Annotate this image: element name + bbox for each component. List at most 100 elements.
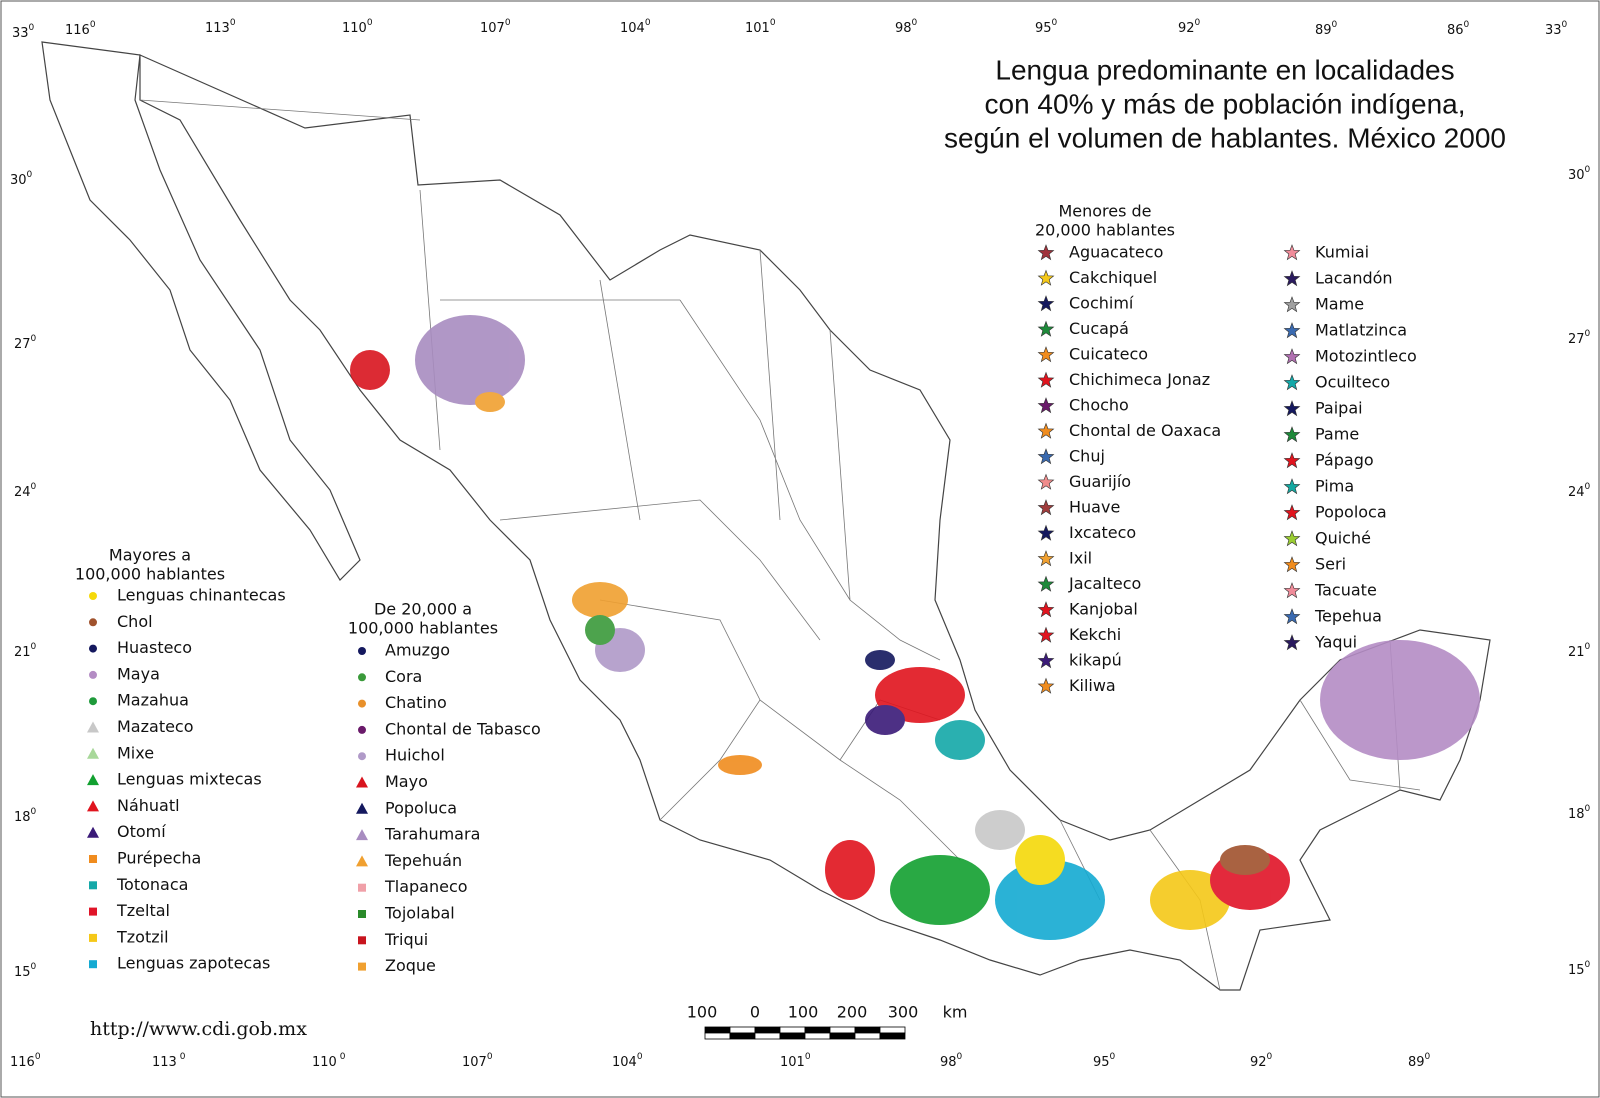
legend-label: Ocuilteco [1315, 373, 1390, 392]
legend-marker [87, 800, 99, 812]
coordinate-degree: 0 [177, 1052, 186, 1062]
scale-segment [704, 1026, 731, 1034]
legend-marker [1283, 556, 1301, 573]
coordinate-value: 27 [1568, 332, 1585, 347]
legend-marker [1283, 296, 1301, 313]
legend-label: Lenguas mixtecas [117, 770, 262, 789]
coordinate-degree: 0 [1267, 1052, 1273, 1062]
coordinate-degree: 0 [31, 962, 37, 972]
legend-marker [89, 855, 97, 863]
legend-marker [358, 725, 366, 734]
legend-label: Chol [117, 612, 153, 631]
legend-marker [1283, 244, 1301, 261]
legend-marker [87, 826, 99, 838]
legend-marker [1037, 550, 1055, 567]
coordinate-label: 1070 [462, 1052, 493, 1070]
coordinate-label: 240 [14, 482, 37, 500]
coordinate-value: 15 [14, 965, 31, 980]
scale-label: 300 [888, 1003, 919, 1022]
scale-segment [704, 1032, 731, 1040]
legend-label: Aguacateco [1069, 243, 1163, 262]
legend-label: Chuj [1069, 447, 1105, 466]
coordinate-label: 1040 [612, 1052, 643, 1070]
legend-marker [1283, 348, 1301, 365]
scale-segment [879, 1032, 906, 1040]
legend-marker [1037, 397, 1055, 414]
legend-marker [1283, 530, 1301, 547]
coordinate-label: 1070 [480, 18, 511, 36]
coordinate-degree: 0 [1195, 18, 1201, 28]
legend-marker [358, 673, 366, 682]
legend-label: Huave [1069, 498, 1120, 517]
coordinate-label: 1010 [745, 18, 776, 36]
coordinate-value: 98 [940, 1055, 957, 1070]
coordinate-value: 113 [205, 21, 230, 36]
legend-marker [1283, 452, 1301, 469]
coordinate-value: 107 [480, 21, 505, 36]
legend-label: Matlatzinca [1315, 321, 1407, 340]
coordinate-value: 30 [10, 173, 27, 188]
legend-marker [358, 647, 366, 655]
legend-label: Cochimí [1069, 294, 1134, 313]
legend-marker [356, 776, 368, 788]
coordinate-value: 107 [462, 1055, 487, 1070]
scale-segment [729, 1032, 756, 1040]
coordinate-label: 180 [14, 807, 37, 825]
coordinate-value: 104 [612, 1055, 637, 1070]
legend-label: kikapú [1069, 651, 1122, 670]
legend-marker [1037, 269, 1055, 286]
legend-label: Mazateco [117, 717, 194, 736]
legend-label: Kanjobal [1069, 600, 1138, 619]
legend-marker [1037, 295, 1055, 312]
legend-marker [1037, 575, 1055, 592]
legend-marker [89, 933, 97, 942]
legend-marker [358, 962, 366, 971]
legend-label: Kiliwa [1069, 676, 1116, 695]
coordinate-label: 890 [1315, 20, 1338, 38]
legend-label: Cora [385, 667, 422, 686]
legend-marker [1037, 677, 1055, 694]
legend-marker [89, 618, 97, 627]
legend-marker [1037, 244, 1055, 261]
coordinate-value: 89 [1408, 1055, 1425, 1070]
coordinate-degree: 0 [1585, 329, 1591, 339]
coordinate-degree: 0 [1585, 482, 1591, 492]
coordinate-value: 24 [1568, 485, 1585, 500]
legend-label: Popoluca [385, 798, 457, 817]
scale-segment [754, 1032, 781, 1040]
legend-label: Kekchi [1069, 625, 1121, 644]
scale-segment [729, 1026, 756, 1034]
legend-label: Yaqui [1314, 633, 1357, 652]
legend-marker [89, 960, 97, 969]
coordinate-value: 110 [342, 21, 367, 36]
legend-marker [358, 936, 366, 945]
coordinate-label: 330 [12, 23, 35, 41]
legend-label: Seri [1315, 555, 1346, 574]
coordinate-label: 270 [1568, 329, 1591, 347]
legend-label: Tojolabal [384, 904, 455, 923]
coordinate-label: 1160 [10, 1052, 41, 1070]
legend-label: Zoque [385, 956, 436, 975]
coordinate-label: 300 [10, 170, 33, 188]
legend-marker [358, 883, 366, 892]
legend-heading: Mayores a [109, 546, 191, 565]
legend-label: Jacalteco [1068, 574, 1141, 593]
legend-label: Kumiai [1315, 243, 1369, 262]
coordinate-value: 86 [1447, 23, 1464, 38]
legend-label: Paipai [1315, 399, 1363, 418]
coordinate-label: 150 [1568, 960, 1591, 978]
legend-label: Tarahumara [384, 825, 480, 844]
coordinate-label: 180 [1568, 804, 1591, 822]
legend-label: Chocho [1069, 396, 1129, 415]
coordinate-value: 104 [620, 21, 645, 36]
legend-marker [1037, 601, 1055, 618]
coordinate-value: 98 [895, 21, 912, 36]
coordinate-degree: 0 [487, 1052, 493, 1062]
coordinate-degree: 0 [27, 170, 33, 180]
coordinate-value: 15 [1568, 963, 1585, 978]
coordinate-value: 30 [1568, 168, 1585, 183]
coordinate-degree: 0 [770, 18, 776, 28]
coordinate-degree: 0 [337, 1052, 346, 1062]
legend-heading: 100,000 hablantes [75, 565, 225, 584]
